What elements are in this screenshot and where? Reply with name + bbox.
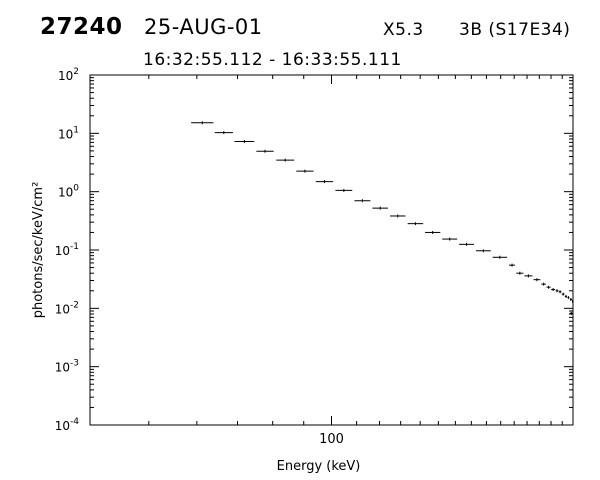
y-tick-label: 10-1 <box>55 242 79 258</box>
y-tick-label: 100 <box>58 184 79 200</box>
flare-region: 3B (S17E34) <box>459 20 571 40</box>
y-axis-label: photons/sec/keV/cm² <box>31 182 46 319</box>
flare-class: X5.3 <box>383 20 424 40</box>
time-range: 16:32:55.112 - 16:33:55.111 <box>143 50 402 70</box>
y-tick-label: 101 <box>58 125 79 141</box>
x-tick-label: 100 <box>319 432 344 447</box>
y-tick-label: 10-2 <box>55 300 79 316</box>
x-axis-label: Energy (keV) <box>277 459 361 474</box>
event-id: 27240 <box>40 14 123 40</box>
plot-frame <box>89 74 574 426</box>
observation-date: 25-AUG-01 <box>144 15 263 39</box>
y-tick-label: 10-4 <box>55 417 80 433</box>
y-tick-label: 10-3 <box>55 359 79 375</box>
y-tick-label: 102 <box>58 67 79 83</box>
